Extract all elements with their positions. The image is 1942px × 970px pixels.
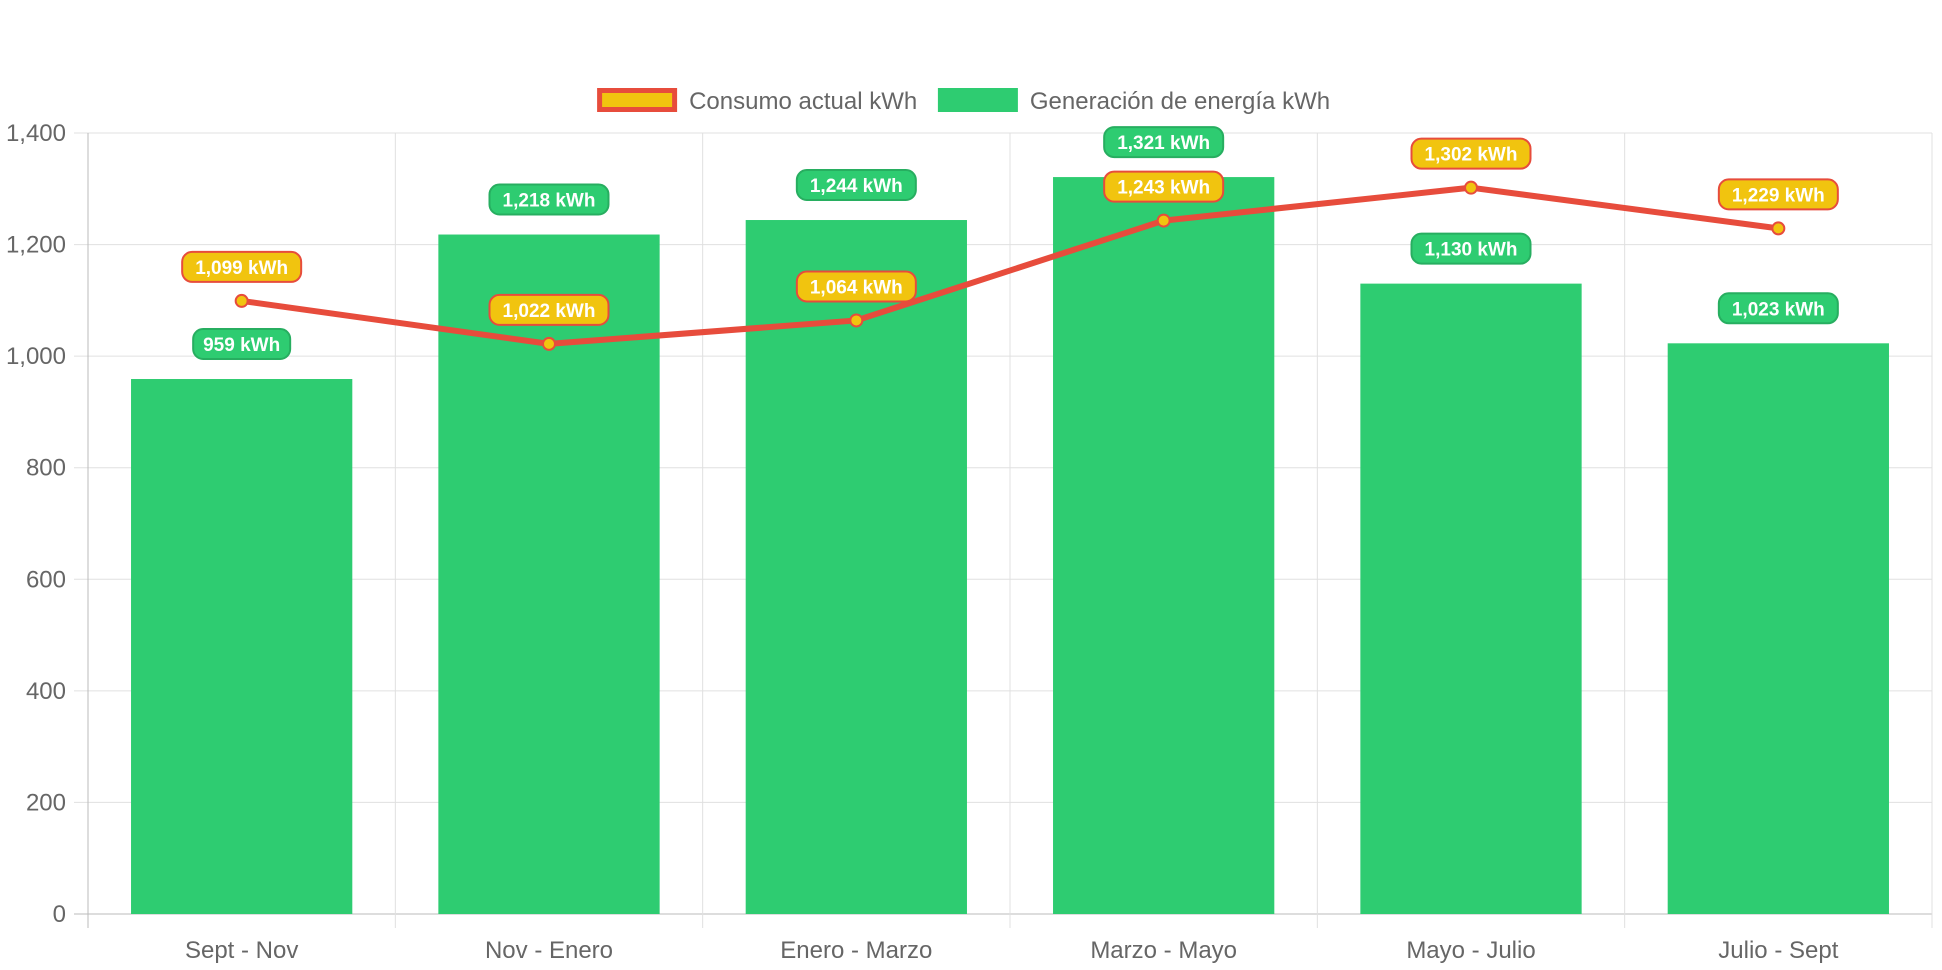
y-tick-label: 0 [53,901,66,928]
y-tick-label: 1,400 [6,120,66,147]
x-tick-label: Marzo - Mayo [1090,937,1237,964]
y-tick-label: 400 [26,678,66,705]
bar-value-label: 1,130 kWh [1425,240,1518,261]
y-tick-label: 200 [26,789,66,816]
legend-label: Consumo actual kWh [689,88,917,115]
bar [1053,177,1275,915]
bar [131,379,353,914]
bar-value-label-bg [192,328,292,361]
x-tick-label: Mayo - Julio [1406,937,1535,964]
line-point [1771,221,1786,236]
line-value-label: 1,064 kWh [810,277,903,298]
x-tick-label: Nov - Enero [485,937,613,964]
bar-value-label: 1,218 kWh [503,191,596,212]
y-tick-label: 800 [26,455,66,482]
y-tick-label: 1,200 [6,232,66,259]
bar-value-label: 1,023 kWh [1732,299,1825,320]
line-value-label: 1,302 kWh [1425,145,1518,166]
bar-value-label: 1,244 kWh [810,176,903,197]
legend[interactable]: Consumo actual kWh Generación de energía … [597,88,1330,115]
line-point [234,293,249,308]
line-value-label-bg [1103,170,1225,203]
line-value-label: 1,099 kWh [195,258,288,279]
legend-swatch [597,88,678,112]
line-value-label-bg [1717,178,1839,211]
legend-swatch [937,88,1018,112]
grid [74,132,1933,928]
x-tick-label: Sept - Nov [185,937,298,964]
line-point [1464,180,1478,195]
line-value-label-bg [181,250,303,283]
bar-value-label: 959 kWh [203,335,280,356]
line-value-label-bg [488,293,610,326]
line-value-label: 1,229 kWh [1732,185,1825,206]
bar [745,220,967,915]
line-point [849,313,864,328]
line-point [1156,213,1171,228]
y-tick-label: 1,000 [6,343,66,370]
bar-value-label: 1,321 kWh [1117,133,1210,154]
legend-label: Generación de energía kWh [1030,88,1330,115]
axes: 0 200 400 600 800 1,000 1,200 1,400 Sept - Nov No… [6,120,1839,964]
bar-value-label-bg [795,169,917,202]
bar-value-label-bg [1103,126,1225,159]
bar-value-label-bg [1410,232,1532,265]
bar-value-label-bg [1717,292,1839,325]
bar-series [131,177,1889,915]
x-tick-label: Enero - Marzo [780,937,932,964]
bar [1360,283,1582,914]
bar-value-label-bg [488,183,610,216]
line-value-label-bg [795,270,917,303]
bar [1667,343,1889,914]
line-path [238,184,1782,347]
line-value-label-bg [1410,137,1532,170]
line-point [542,336,556,351]
data-labels: 959 kWh 1,218 kWh 1,244 kWh 1,321 kWh 1,130 … [181,126,1839,361]
y-tick-label: 600 [26,566,66,593]
line-value-label: 1,243 kWh [1117,178,1210,199]
x-tick-label: Julio - Sept [1718,937,1838,964]
line-value-label: 1,022 kWh [503,301,596,322]
line-series [234,180,1786,351]
